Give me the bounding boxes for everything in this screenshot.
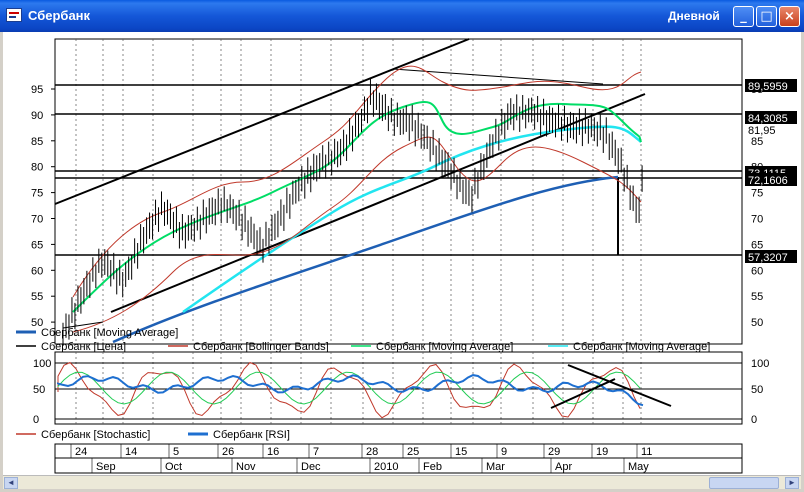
y-tick-label-right: 60 <box>751 265 763 277</box>
ma-long-line <box>112 175 619 344</box>
price-label-text: 72,1606 <box>748 175 788 187</box>
stochastic-line <box>57 361 641 419</box>
price-label-box <box>745 173 797 186</box>
day-tick-label: 16 <box>267 446 279 458</box>
legend-label: Сбербанк [Цена] <box>41 341 126 353</box>
oscillator-y-axis-left: 100 50 0 <box>33 358 51 426</box>
legend-label: Сбербанк [Bollinger Bands] <box>193 341 329 353</box>
day-tick-label: 5 <box>173 446 179 458</box>
y-tick-label: 80 <box>31 162 43 174</box>
main-plot-area <box>54 38 743 345</box>
y-tick-label: 95 <box>31 84 43 96</box>
price-label-box <box>745 79 797 92</box>
price-start-line <box>62 321 104 329</box>
y-tick-label-right: 85 <box>751 136 763 148</box>
month-tick-label: Mar <box>486 461 505 473</box>
day-tick-label: 26 <box>222 446 234 458</box>
legend-label: Сбербанк [Moving Average] <box>41 327 178 339</box>
minimize-button[interactable]: _ <box>733 6 754 27</box>
close-button[interactable]: × <box>779 6 800 27</box>
osc-tick-label-right: 100 <box>751 358 769 370</box>
osc-tick-label-right: 50 <box>751 384 763 396</box>
day-tick-label: 29 <box>548 446 560 458</box>
time-axis: 24 14 5 26 16 7 28 25 15 9 29 19 11 Sep Oct Nov Dec 2010 F… <box>70 444 652 473</box>
y-tick-label: 90 <box>31 110 43 122</box>
price-label-text: 89,5959 <box>748 81 788 93</box>
legend-label: Сбербанк [Moving Average] <box>376 341 513 353</box>
main-y-axis-left: 95 90 85 80 75 70 65 60 55 50 <box>31 84 55 329</box>
y-tick-label: 65 <box>31 239 43 251</box>
maximize-button[interactable]: □ <box>756 6 777 27</box>
price-label-text: 81,95 <box>748 125 776 137</box>
osc-tick-label: 100 <box>33 358 51 370</box>
price-label-text: 57,3207 <box>748 252 788 264</box>
y-tick-label-right: 65 <box>751 239 763 251</box>
y-tick-label-right: 50 <box>751 317 763 329</box>
month-tick-label: Nov <box>236 461 256 473</box>
main-legend: Сбербанк [Moving Average] Сбербанк [Цена]… <box>16 327 710 353</box>
stochastic-signal-line <box>57 371 641 405</box>
trend-line-upper <box>54 38 470 205</box>
osc-tick-label: 50 <box>33 384 45 396</box>
y-tick-label: 50 <box>31 317 43 329</box>
day-tick-label: 28 <box>366 446 378 458</box>
oscillator-y-axis-right: 100 50 0 <box>751 358 769 426</box>
osc-legend-label: Сбербанк [RSI] <box>213 429 290 441</box>
day-tick-label: 7 <box>313 446 319 458</box>
day-tick-label: 24 <box>75 446 87 458</box>
osc-trend-line <box>567 364 672 407</box>
y-tick-label: 85 <box>31 136 43 148</box>
month-tick-label: Apr <box>555 461 572 473</box>
main-series <box>54 38 742 346</box>
y-tick-label-right: 75 <box>751 188 763 200</box>
y-tick-label: 70 <box>31 214 43 226</box>
y-tick-label-right: 55 <box>751 291 763 303</box>
osc-tick-label: 0 <box>33 414 39 426</box>
y-tick-label: 55 <box>31 291 43 303</box>
chart-window-icon[interactable] <box>6 8 22 22</box>
day-tick-label: 15 <box>455 446 467 458</box>
osc-legend-label: Сбербанк [Stochastic] <box>41 429 150 441</box>
trend-line-top <box>392 68 604 85</box>
oscillator-legend: Сбербанк [Stochastic] Сбербанк [RSI] <box>16 429 290 441</box>
month-tick-label: 2010 <box>374 461 398 473</box>
price-label-box <box>745 111 797 124</box>
window-titlebar[interactable]: Сбербанк Дневной _ □ × <box>0 0 804 32</box>
bollinger-lower-line <box>72 136 642 333</box>
main-grid <box>75 39 642 344</box>
window-title: Сбербанк <box>28 8 91 23</box>
month-tick-label: Dec <box>301 461 321 473</box>
ma-cyan-line <box>182 125 642 314</box>
period-label: Дневной <box>668 9 720 23</box>
price-label-box <box>745 250 797 263</box>
month-tick-label: Oct <box>165 461 182 473</box>
scroll-thumb[interactable] <box>709 477 779 489</box>
horizontal-scrollbar[interactable]: ◄ ► <box>3 475 801 489</box>
y-tick-label-right: 70 <box>751 214 763 226</box>
osc-tick-label-right: 0 <box>751 414 757 426</box>
scroll-left-icon[interactable]: ◄ <box>4 477 18 489</box>
y-tick-label: 75 <box>31 188 43 200</box>
y-tick-label: 60 <box>31 265 43 277</box>
scroll-right-icon[interactable]: ► <box>785 477 799 489</box>
day-tick-label: 19 <box>596 446 608 458</box>
price-label-text: 84,3085 <box>748 113 788 125</box>
day-tick-label: 11 <box>641 446 652 458</box>
oscillator-series <box>57 361 672 419</box>
day-tick-label: 14 <box>125 446 137 458</box>
legend-label: Сбербанк [Moving Average] <box>573 341 710 353</box>
rsi-line <box>57 374 644 407</box>
day-tick-label: 9 <box>501 446 507 458</box>
osc-trend-line <box>550 378 616 409</box>
month-tick-label: May <box>628 461 649 473</box>
month-tick-label: Sep <box>96 461 116 473</box>
day-tick-label: 25 <box>407 446 419 458</box>
month-tick-label: Feb <box>423 461 442 473</box>
